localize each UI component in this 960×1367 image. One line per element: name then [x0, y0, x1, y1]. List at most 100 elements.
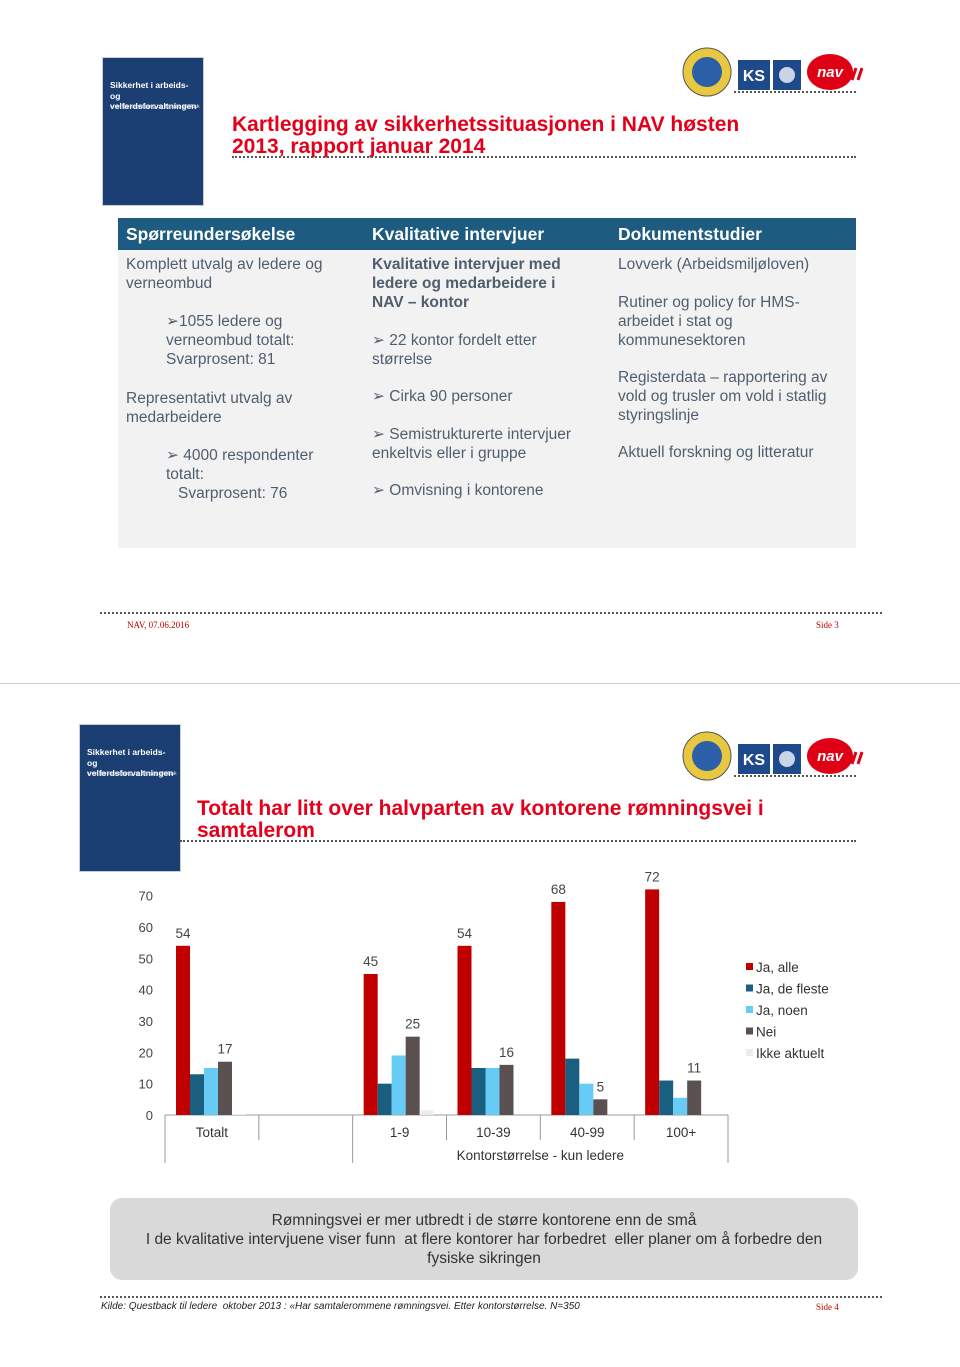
footer-dots [100, 612, 882, 614]
data-label: 17 [217, 1042, 232, 1057]
oslo-emblem-inner [692, 57, 722, 87]
data-label: 11 [687, 1061, 701, 1076]
title-dots [232, 156, 856, 158]
y-tick-label: 70 [139, 889, 153, 904]
cell-text: Registerdata – rapportering av vold og t… [618, 369, 828, 424]
table-header: Spørreundersøkelse Kvalitative intervjue… [118, 218, 856, 250]
x-axis-label: Kontorstørrelse - kun ledere [457, 1148, 624, 1163]
bar [218, 1061, 232, 1115]
bar [687, 1080, 702, 1115]
bar [579, 1083, 594, 1115]
ks-text: KS [743, 752, 766, 769]
cell-text: ➢1055 ledere og verneombud totalt: Svarp… [166, 313, 295, 368]
bar [176, 945, 190, 1115]
bar [190, 1074, 204, 1115]
cover-subtitle: – en gjennomgang og forslag til tiltak [110, 104, 200, 110]
column-header: Kvalitative intervjuer [372, 224, 545, 244]
nav-slashes [850, 751, 864, 765]
legend-swatch [746, 1006, 753, 1013]
column-header: Spørreundersøkelse [126, 224, 296, 244]
x-tick-label: 40-99 [570, 1125, 605, 1140]
y-tick-label: 0 [146, 1108, 153, 1123]
cell-text: ➢ 22 kontor fordelt etter størrelse [372, 332, 537, 368]
header-dots [734, 91, 856, 93]
x-tick-label: 1-9 [390, 1125, 410, 1140]
x-tick-label: 100+ [666, 1125, 697, 1140]
note-text: Rømningsvei er mer utbredt i de større k… [271, 1212, 697, 1229]
x-tick-label: 10-39 [476, 1125, 511, 1140]
bar [457, 945, 472, 1115]
y-tick-label: 20 [139, 1045, 153, 1060]
legend-swatch [746, 984, 753, 992]
bar [551, 901, 566, 1115]
legend-swatch [746, 963, 753, 970]
cell-text: Lovverk (Arbeidsmiljøloven) [618, 256, 810, 273]
title-dots [180, 840, 856, 842]
legend-swatch [746, 1049, 753, 1056]
legend-label: Ja, noen [756, 1003, 808, 1018]
nav-logo [807, 54, 853, 90]
legend-label: Nei [756, 1025, 776, 1040]
cell-text: ➢ Omvisning i kontorene [372, 482, 544, 499]
cell-text: ➢ Semistrukturerte intervjuer enkeltvis … [372, 426, 572, 462]
slide-title: Kartlegging av sikkerhetssituasjonen i N… [232, 113, 740, 158]
note-box: Rømningsvei er mer utbredt i de større k… [110, 1198, 858, 1280]
x-tick-label: Totalt [196, 1125, 229, 1140]
y-tick-label: 10 [139, 1077, 153, 1092]
y-tick-label: 30 [139, 1014, 153, 1029]
footer-page: Side 4 [816, 1302, 839, 1312]
cover-title: Sikkerhet i arbeids- og velferdsforvaltn… [110, 80, 197, 111]
legend-swatch [746, 1027, 753, 1035]
bar [405, 1036, 420, 1115]
table-body: Komplett utvalg av ledere og verneombud … [118, 250, 856, 548]
bar [391, 1055, 406, 1115]
cover-title: Sikkerhet i arbeids- og velferdsforvaltn… [87, 747, 174, 778]
data-label: 54 [457, 926, 473, 941]
data-label: 25 [405, 1017, 420, 1032]
nav-logo [807, 738, 853, 774]
footer-page: Side 3 [816, 620, 839, 630]
police-badge [779, 67, 795, 83]
bar [204, 1068, 218, 1115]
cell-text: Aktuell forskning og litteratur [618, 444, 814, 461]
data-label: 72 [645, 869, 660, 884]
bar [363, 974, 378, 1115]
legend-label: Ja, de fleste [756, 982, 829, 997]
footer-date: NAV, 07.06.2016 [127, 620, 190, 630]
report-cover: Sikkerhet i arbeids- og velferdsforvaltn… [102, 57, 204, 206]
police-badge [779, 751, 795, 767]
data-label: 68 [551, 882, 566, 897]
bar [673, 1097, 688, 1115]
source: Kilde: Questback til ledere oktober 2013… [101, 1301, 580, 1312]
bar [471, 1068, 486, 1115]
data-label: 45 [363, 954, 378, 969]
legend-label: Ikke aktuelt [756, 1046, 825, 1061]
logos: KS nav [682, 47, 864, 97]
cover-subtitle: – en gjennomgang og forslag til tiltak [87, 771, 177, 777]
bar [659, 1080, 674, 1115]
nav-text: nav [817, 748, 845, 765]
bar [499, 1064, 514, 1115]
data-label: 54 [175, 926, 191, 941]
bar [485, 1068, 500, 1115]
note-text: I de kvalitative intervjuene viser funn … [145, 1231, 827, 1267]
logos: KS nav [682, 731, 864, 781]
bar [565, 1058, 580, 1115]
oslo-emblem-inner [692, 741, 722, 771]
slide-separator [0, 683, 960, 684]
legend-label: Ja, alle [756, 960, 799, 975]
y-tick-label: 60 [139, 920, 153, 935]
footer-dots [100, 1296, 882, 1298]
cell-text: ➢ 4000 respondenter totalt: [166, 447, 314, 483]
cell-text: Komplett utvalg av ledere og verneombud [126, 256, 323, 292]
nav-text: nav [817, 64, 845, 81]
cell-text: Svarprosent: 76 [178, 485, 288, 502]
bar [232, 1114, 246, 1115]
data-label: 16 [499, 1045, 514, 1060]
chart-title: Totalt har litt over halvparten av konto… [197, 797, 764, 842]
bar [593, 1099, 608, 1115]
cell-text: Representativt utvalg av medarbeidere [126, 390, 293, 426]
cell-text: ➢ Cirka 90 personer [372, 388, 513, 405]
ks-logo [738, 60, 770, 90]
